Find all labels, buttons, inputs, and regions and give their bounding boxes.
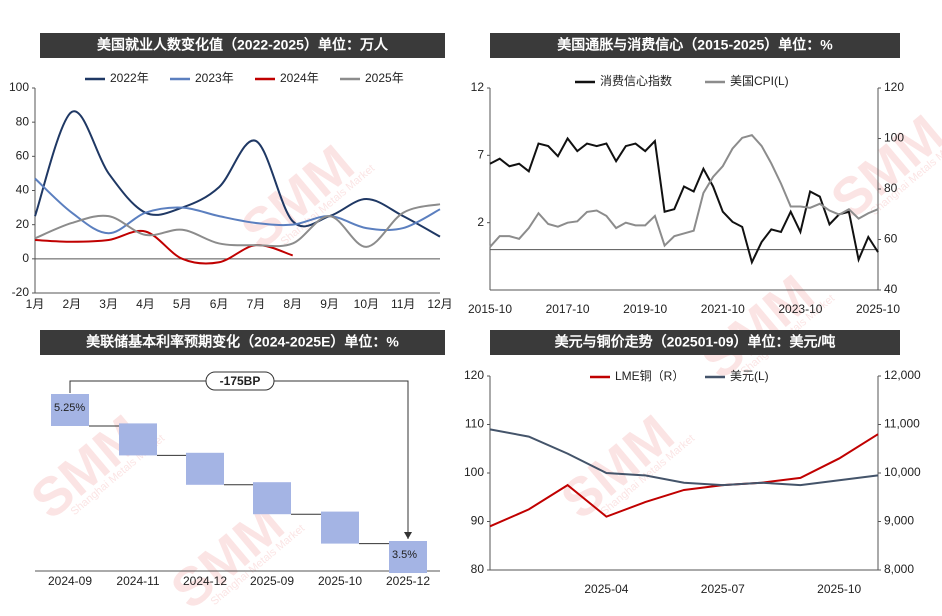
y-tick-label: -20 [12, 285, 30, 299]
x-tick-label: 2024-12 [183, 574, 227, 588]
y-tick-label: 0 [22, 251, 29, 265]
x-tick-label: 9月 [320, 297, 339, 311]
annotation: -175BP [220, 374, 261, 388]
x-tick-label: 2024-11 [116, 574, 159, 588]
y-tick-label: 40 [16, 183, 30, 197]
y2-tick-label: 11,000 [884, 417, 920, 431]
y-tick-label: 100 [9, 80, 29, 94]
y-tick-label: 110 [465, 417, 484, 431]
x-tick-label: 2025-09 [250, 574, 294, 588]
x-tick-label: 5月 [173, 297, 192, 311]
value-label: 3.5% [392, 549, 417, 561]
y2-tick-label: 120 [884, 80, 904, 94]
y-tick-label: 12 [471, 80, 485, 94]
x-tick-label: 3月 [99, 297, 118, 311]
series-line [489, 428, 879, 487]
y2-tick-label: 10,000 [884, 465, 921, 479]
series-line [489, 136, 879, 266]
legend-label: 2025年 [365, 71, 404, 85]
series-line [34, 110, 441, 238]
chart-title: 美国通胀与消费信心（2015-2025）单位：% [557, 37, 833, 53]
title-bar [490, 330, 900, 355]
arrow-head [404, 532, 412, 539]
x-tick-label: 6月 [210, 297, 229, 311]
y-tick-label: 7 [477, 148, 484, 162]
legend-label: 2024年 [280, 71, 319, 85]
series-line [34, 203, 441, 248]
x-tick-label: 12月 [427, 297, 452, 311]
bar [321, 511, 359, 544]
legend-label: LME铜（R） [615, 368, 684, 383]
x-tick-label: 2025-12 [386, 574, 430, 588]
legend-label: 2023年 [195, 71, 234, 85]
bar [389, 541, 427, 573]
annotation-box [205, 371, 275, 391]
x-tick-label: 10月 [354, 297, 379, 311]
chart-title: 美元与铜价走势（202501-09）单位：美元/吨 [555, 334, 836, 350]
legend-label: 美元(L) [730, 369, 769, 383]
y-tick-label: 80 [16, 114, 30, 128]
title-bar [40, 330, 445, 355]
y-tick-label: 2 [477, 215, 484, 229]
chart-title: 美国就业人数变化值（2022-2025）单位：万人 [97, 37, 389, 53]
bar [51, 394, 89, 426]
x-tick-label: 2025-10 [856, 302, 900, 316]
y-tick-label: 100 [464, 465, 484, 479]
x-tick-label: 2024-09 [48, 574, 92, 588]
legend-label: 2022年 [110, 71, 149, 85]
x-tick-label: 2025-04 [584, 582, 628, 596]
x-tick-label: 2015-10 [468, 302, 512, 316]
legend-label: 消费信心指数 [600, 73, 672, 88]
x-tick-label: 11月 [391, 297, 415, 311]
x-tick-label: 7月 [247, 297, 266, 311]
x-tick-label: 2025-10 [817, 582, 861, 596]
bar [253, 482, 291, 515]
bar [119, 423, 157, 456]
title-bar [490, 33, 900, 58]
series-line [489, 433, 879, 528]
y2-tick-label: 12,000 [884, 368, 921, 382]
series-line [34, 177, 441, 235]
x-tick-label: 4月 [136, 297, 155, 311]
x-tick-label: 1月 [26, 297, 45, 311]
y2-tick-label: 100 [884, 131, 904, 145]
y-tick-label: 90 [471, 514, 485, 528]
y2-tick-label: 8,000 [884, 562, 914, 576]
y2-tick-label: 60 [884, 232, 898, 246]
legend-label: 美国CPI(L) [730, 74, 789, 88]
title-bar [40, 33, 445, 58]
chart-title: 美联储基本利率预期变化（2024-2025E）单位：% [86, 334, 399, 350]
y-tick-label: 60 [16, 149, 30, 163]
y-tick-label: 80 [471, 562, 485, 576]
y2-tick-label: 9,000 [884, 514, 914, 528]
x-tick-label: 2017-10 [546, 302, 590, 316]
x-tick-label: 2025-10 [318, 574, 362, 588]
x-tick-label: 2019-10 [623, 302, 667, 316]
y2-tick-label: 80 [884, 181, 898, 195]
x-tick-label: 2023-10 [778, 302, 822, 316]
x-tick-label: 8月 [283, 297, 302, 311]
bar [186, 452, 224, 485]
x-tick-label: 2月 [62, 297, 81, 311]
y2-tick-label: 40 [884, 282, 898, 296]
x-tick-label: 2025-07 [701, 582, 745, 596]
y-tick-label: 120 [464, 368, 484, 382]
series-line [489, 134, 879, 248]
x-tick-label: 2021-10 [701, 302, 745, 316]
value-label: 5.25% [54, 402, 85, 414]
y-tick-label: 20 [16, 217, 30, 231]
